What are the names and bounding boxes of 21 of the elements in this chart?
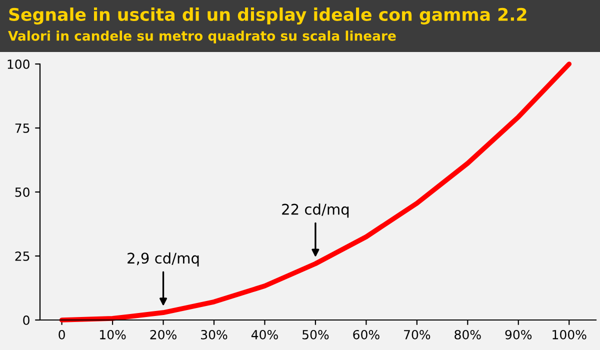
x-tick-label: 80% [454, 330, 481, 340]
x-tick-label: 100% [552, 330, 586, 340]
annotation: 2,9 cd/mq [128, 252, 199, 266]
x-tick-label: 30% [201, 330, 228, 340]
x-tick-label: 10% [100, 330, 126, 340]
x-tick-label: 0 [58, 330, 65, 340]
x-tick-label: 60% [353, 330, 380, 340]
chart-subtitle: Valori in candele su metro quadrato su scala lineare [8, 30, 396, 44]
y-tick-label: 25 [15, 251, 30, 261]
x-tick-label: 50% [302, 330, 329, 340]
y-tick-label: 0 [23, 315, 30, 325]
y-tick-label: 75 [15, 124, 30, 133]
line-series [59, 62, 572, 322]
annotation: 22 cd/mq [282, 203, 349, 218]
x-tick-label: 70% [404, 330, 430, 340]
x-tick-label: 90% [505, 330, 532, 340]
chart-title: Segnale in uscita di un display ideale con gamma 2.2 [9, 8, 526, 24]
y-tick-label: 50 [15, 187, 30, 197]
x-tick-label: 20% [150, 330, 176, 340]
x-tick-label: 40% [251, 330, 278, 340]
y-tick-label: 100 [8, 59, 30, 69]
